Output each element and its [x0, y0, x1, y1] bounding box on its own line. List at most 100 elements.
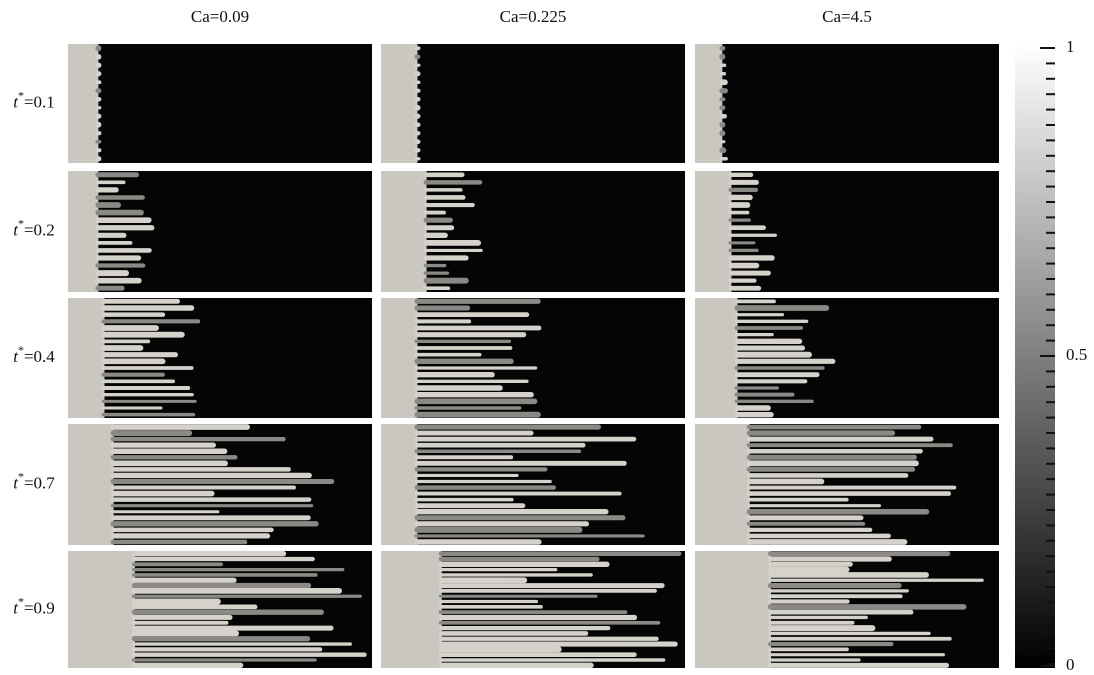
finger	[734, 386, 779, 390]
finger	[110, 467, 291, 472]
finger	[131, 615, 233, 620]
finger	[438, 594, 598, 598]
finger	[746, 454, 917, 460]
finger	[131, 567, 345, 572]
finger	[768, 604, 967, 610]
finger	[438, 621, 661, 625]
finger	[414, 526, 583, 533]
panel-fluid	[68, 171, 99, 292]
row-label: t*=0.4	[13, 343, 55, 366]
finger	[95, 54, 102, 60]
finger	[414, 473, 519, 478]
finger	[768, 589, 909, 593]
finger	[746, 527, 873, 533]
finger	[101, 366, 194, 370]
finger	[414, 515, 626, 521]
finger	[414, 424, 601, 430]
finger	[423, 277, 469, 284]
finger	[768, 658, 861, 662]
finger	[746, 504, 882, 508]
finger	[719, 105, 726, 111]
finger	[414, 436, 637, 442]
finger	[719, 130, 726, 137]
finger	[101, 312, 166, 317]
finger	[746, 478, 825, 485]
finger	[719, 114, 727, 119]
row-label: t*=0.2	[13, 216, 55, 239]
finger	[423, 232, 448, 238]
finger	[110, 442, 216, 448]
finger	[438, 658, 666, 662]
finger	[768, 631, 931, 636]
finger	[414, 467, 548, 472]
row-label: t*=0.1	[13, 88, 55, 111]
finger	[768, 620, 855, 625]
finger	[438, 641, 678, 647]
finger	[414, 54, 421, 59]
finger	[746, 521, 866, 526]
row-label-var: t	[13, 220, 19, 239]
column-label: Ca=4.5	[822, 7, 872, 26]
finger	[438, 588, 657, 593]
finger	[414, 479, 552, 484]
finger	[414, 122, 421, 128]
finger	[746, 424, 922, 430]
panel-fluid	[381, 551, 442, 668]
finger	[438, 631, 589, 636]
finger	[414, 104, 421, 111]
finger	[110, 490, 215, 497]
finger	[746, 430, 896, 436]
finger	[719, 79, 728, 86]
finger	[423, 225, 455, 231]
finger	[746, 443, 953, 448]
finger	[414, 305, 471, 311]
row-label-sup: *	[18, 88, 24, 102]
finger	[414, 358, 514, 365]
finger	[438, 646, 562, 653]
finger	[414, 455, 514, 460]
finger	[414, 411, 541, 418]
finger	[768, 578, 984, 582]
finger	[719, 140, 726, 144]
finger	[95, 131, 102, 136]
finger	[95, 195, 145, 200]
panel	[68, 44, 372, 163]
row-label-rest: =0.7	[24, 473, 55, 492]
finger	[95, 113, 102, 119]
finger	[746, 491, 951, 496]
finger	[95, 209, 144, 216]
finger	[423, 188, 463, 192]
finger	[734, 405, 771, 411]
finger	[110, 504, 314, 508]
finger	[101, 379, 176, 384]
finger	[734, 372, 820, 378]
colorbar-tick-label: 1	[1066, 37, 1075, 56]
finger	[438, 561, 610, 568]
finger	[131, 652, 367, 657]
finger	[110, 527, 274, 533]
finger	[414, 139, 421, 145]
finger	[95, 240, 133, 245]
finger	[131, 556, 315, 562]
panel-fluid	[381, 424, 418, 545]
finger	[110, 430, 193, 437]
finger	[438, 551, 682, 556]
finger	[719, 53, 726, 60]
finger	[101, 412, 196, 417]
finger	[768, 662, 950, 668]
finger	[414, 497, 514, 502]
finger	[746, 497, 849, 502]
finger	[728, 194, 753, 201]
finger	[95, 148, 102, 153]
panel	[381, 44, 685, 163]
finger	[131, 588, 343, 594]
finger	[423, 202, 475, 208]
finger	[101, 345, 144, 351]
panel-fluid	[695, 551, 771, 668]
finger	[414, 346, 513, 350]
finger	[414, 352, 482, 357]
finger	[438, 610, 628, 615]
finger	[728, 278, 757, 283]
finger	[438, 605, 543, 609]
finger	[719, 121, 726, 128]
